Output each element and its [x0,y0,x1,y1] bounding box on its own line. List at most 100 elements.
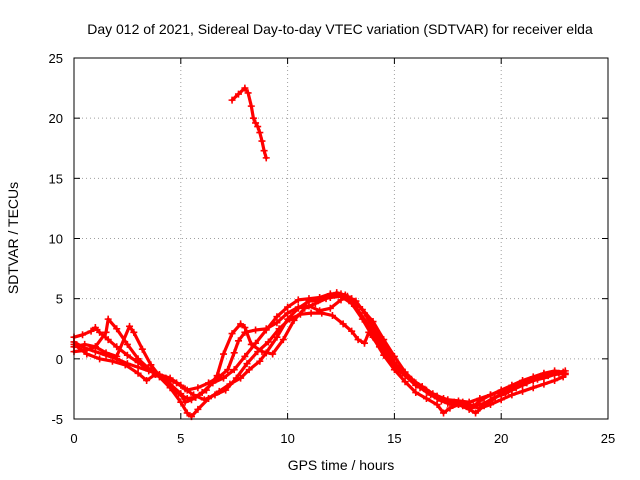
data-point [301,304,309,312]
data-point [519,387,527,395]
data-point [183,395,191,403]
y-axis: -5 0 5 10 15 20 25 [49,51,608,427]
x-tick-label: 25 [601,431,615,446]
data-point [307,309,315,317]
data-point [395,364,403,372]
x-axis-title: GPS time / hours [288,457,395,473]
data-point [121,361,129,369]
data-point [134,355,142,363]
data-point [437,397,445,405]
data-point [247,102,255,110]
data-point [286,315,294,323]
data-point [126,322,134,330]
data-point [173,379,181,387]
data-point [284,309,292,317]
data-point [551,376,559,384]
series-line [230,86,268,160]
data-point [249,114,257,122]
data-point [244,89,252,97]
data-point [113,325,121,333]
data-point [96,328,104,336]
data-point [87,327,95,335]
data-point [555,369,563,377]
data-point [422,395,430,403]
data-point [401,378,409,386]
data-point [512,384,520,392]
data-point [155,372,163,380]
data-point [134,363,142,371]
data-point [113,352,121,360]
data-point [181,385,189,393]
data-point [529,384,537,392]
data-point [294,296,302,304]
data-point [491,393,499,401]
data-point [192,393,200,401]
series-track-f [228,84,270,162]
data-point [487,391,495,399]
data-point [222,386,230,394]
data-point [258,348,266,356]
series-track-e [70,289,569,410]
data-point [446,404,454,412]
data-point [245,366,253,374]
data-point [544,372,552,380]
y-tick-label: 20 [49,111,63,126]
data-point [234,90,242,98]
data-point [469,402,477,410]
data-point [501,390,509,398]
data-point [183,409,191,417]
x-tick-label: 10 [280,431,294,446]
data-point [260,147,268,155]
data-point [79,331,87,339]
data-point [256,129,264,137]
data-point [123,340,131,348]
data-point [433,401,441,409]
data-point [254,123,262,131]
data-point [83,350,91,358]
grid [74,58,608,419]
data-point [134,369,142,377]
x-tick-label: 0 [70,431,77,446]
data-point [138,345,146,353]
data-point [230,349,238,357]
chart-title: Day 012 of 2021, Sidereal Day-to-day VTE… [87,21,593,37]
data-point [102,349,110,357]
data-point [258,137,266,145]
data-point [264,338,272,346]
data-point [440,409,448,417]
data-point [540,380,548,388]
data-point [211,391,219,399]
data-point [275,325,283,333]
data-point [91,324,99,332]
data-point [328,312,336,320]
data-point [243,360,251,368]
data-point [232,374,240,382]
data-point [352,297,360,305]
data-point [130,328,138,336]
data-point [102,328,110,336]
data-point [164,379,172,387]
y-tick-label: 0 [56,352,63,367]
data-point [241,84,249,92]
data-point [405,374,413,382]
y-tick-label: 15 [49,171,63,186]
data-point [247,340,255,348]
series-layer [70,84,569,421]
data-point [228,96,236,104]
x-tick-label: 5 [177,431,184,446]
data-point [237,320,245,328]
data-point [363,319,371,327]
data-point [273,313,281,321]
data-point [143,376,151,384]
data-point [194,405,202,413]
data-point [360,339,368,347]
data-point [269,350,277,358]
data-point [241,324,249,332]
data-point [81,340,89,348]
data-point [497,396,505,404]
data-point [561,370,569,378]
data-point [108,357,116,365]
data-point [228,330,236,338]
data-point [147,361,155,369]
data-point [341,291,349,299]
